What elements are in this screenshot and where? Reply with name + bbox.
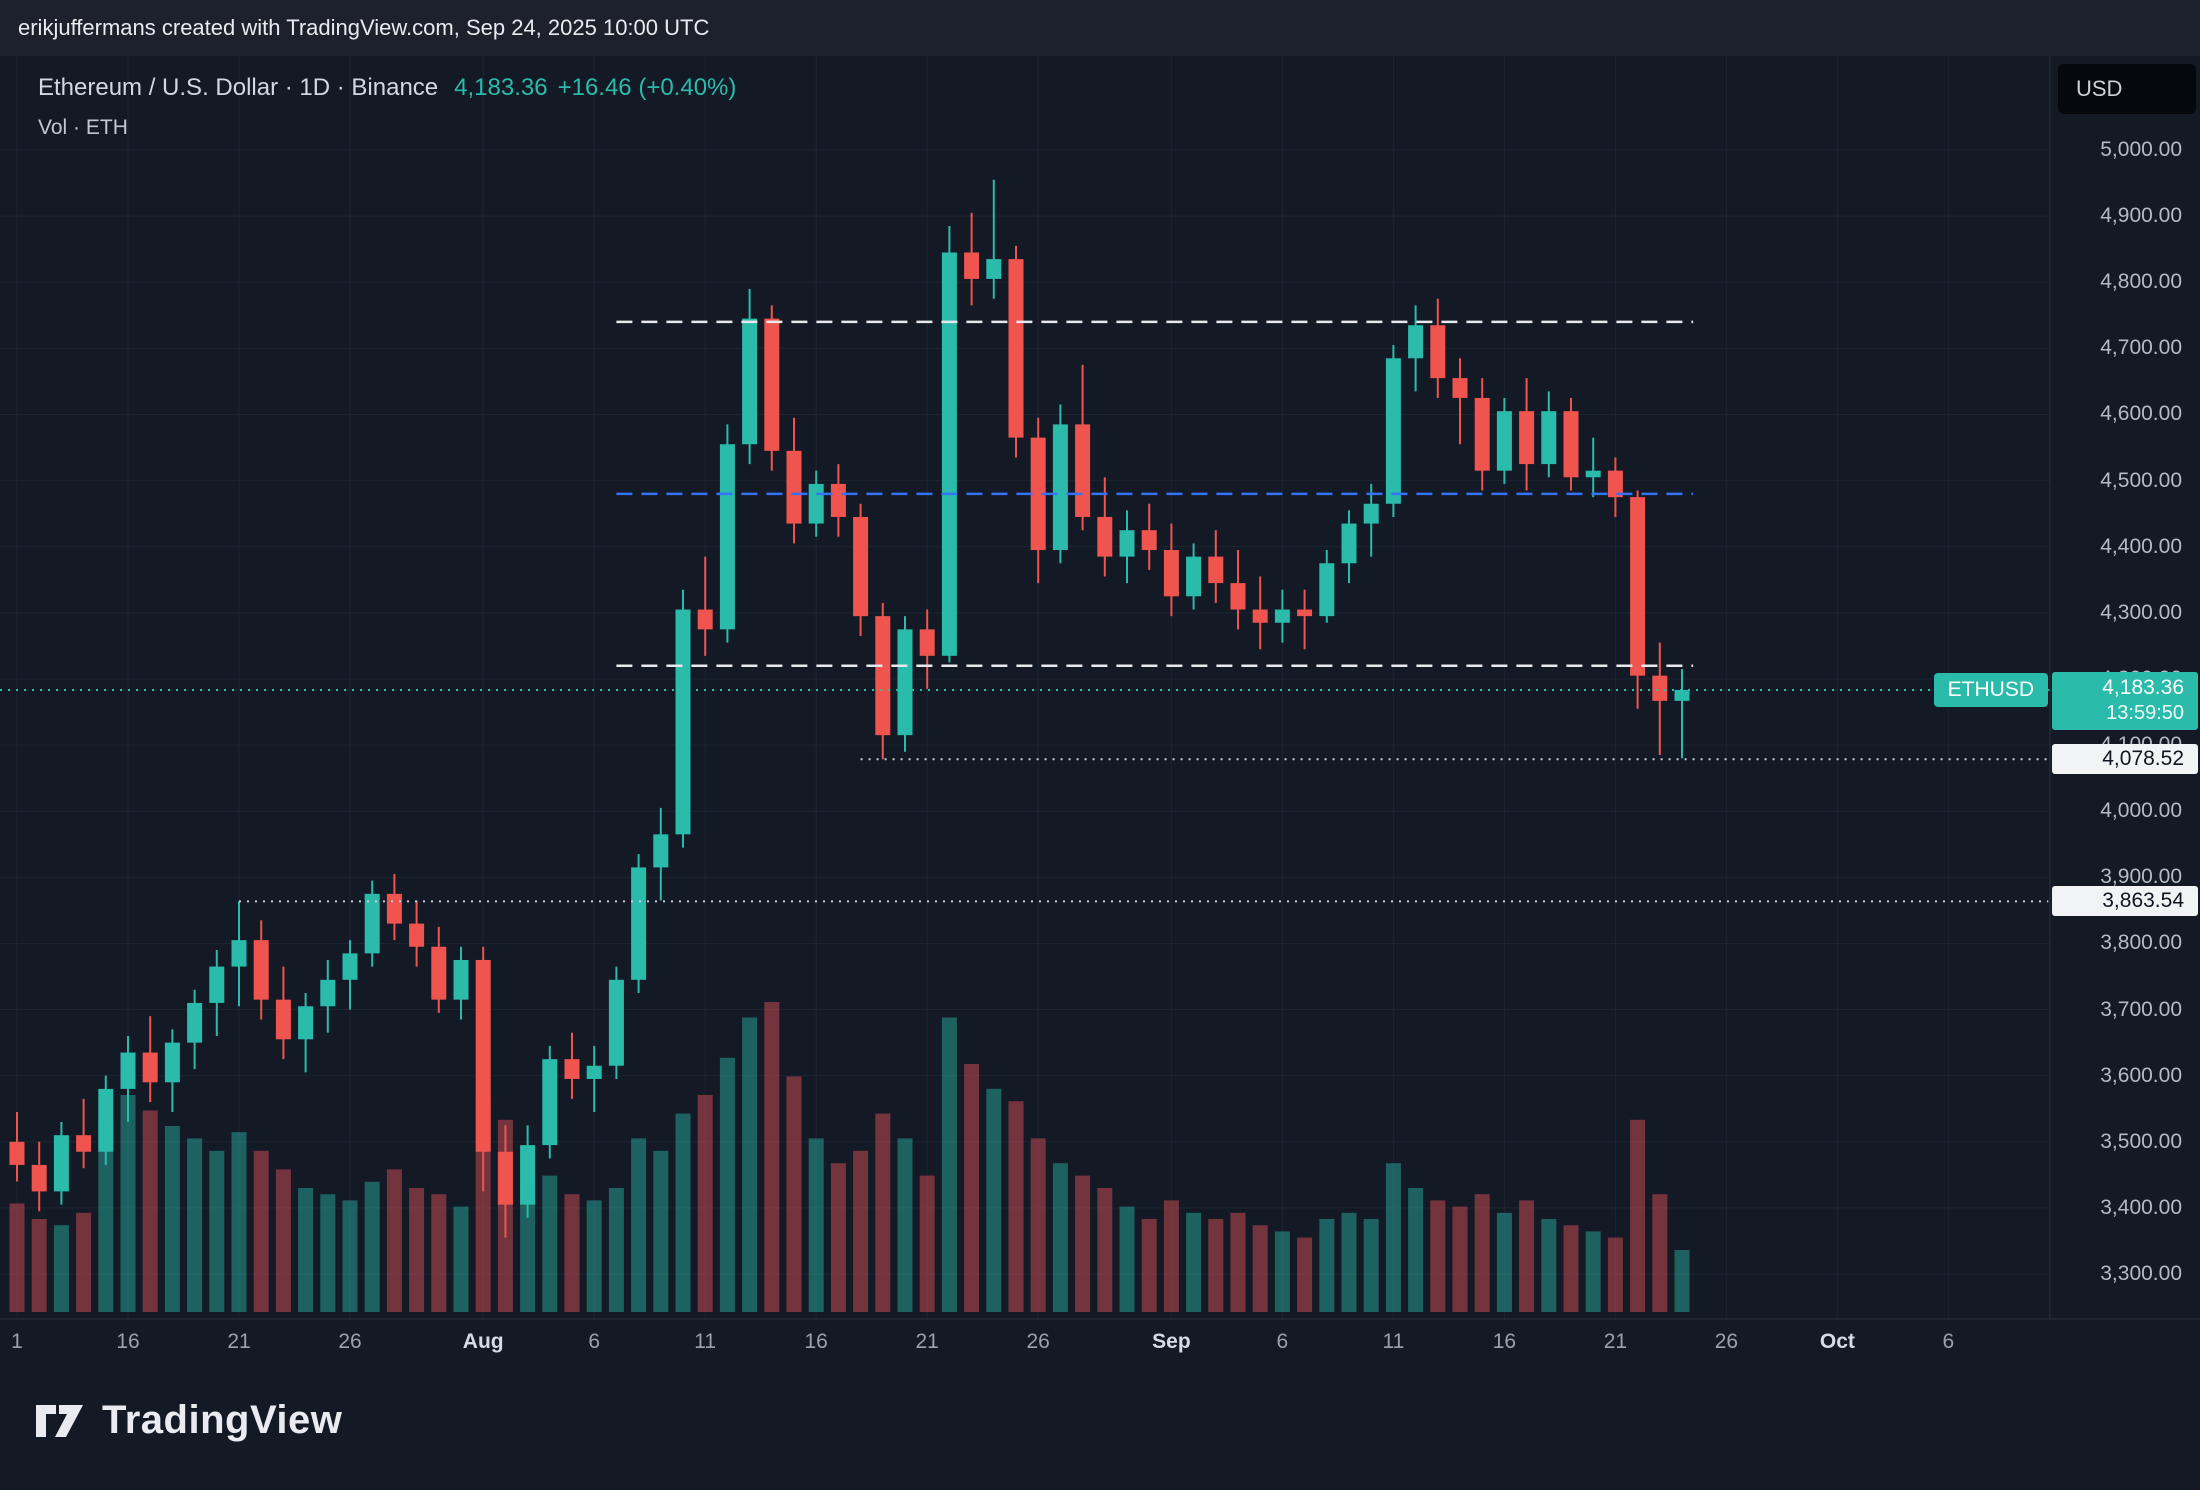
price-tick-label: 4,000.00 (2100, 799, 2182, 823)
price-tick-label: 4,700.00 (2100, 336, 2182, 360)
price-level-badge: 3,863.54 (2052, 886, 2198, 917)
time-tick-label: Sep (1152, 1330, 1191, 1353)
last-price-value: 4,183.36 (2102, 675, 2184, 699)
time-tick-label: 16 (804, 1330, 828, 1353)
price-change-text: +16.46 (+0.40%) (557, 74, 737, 101)
chart-legend: Ethereum / U.S. Dollar · 1D · Binance 4,1… (38, 74, 736, 140)
time-tick-label: 26 (338, 1330, 362, 1353)
time-tick-label: 21 (227, 1330, 251, 1353)
price-tick-label: 4,300.00 (2100, 600, 2182, 624)
volume-indicator-label[interactable]: Vol · ETH (38, 116, 128, 139)
time-tick-label: 6 (1276, 1330, 1289, 1353)
time-tick-label: 26 (1026, 1330, 1050, 1353)
price-tick-label: 4,800.00 (2100, 270, 2182, 294)
tradingview-logo[interactable]: TradingView (34, 1398, 342, 1443)
currency-button[interactable]: USD (2058, 64, 2196, 114)
time-tick-label: Aug (462, 1330, 504, 1353)
attribution-bar: erikjuffermans created with TradingView.… (0, 0, 2200, 56)
time-tick-label: 6 (1942, 1330, 1955, 1353)
time-tick-label: 1 (11, 1330, 23, 1353)
time-tick-label: 11 (1382, 1330, 1405, 1353)
price-tick-label: 4,900.00 (2100, 204, 2182, 228)
price-tick-label: 3,500.00 (2100, 1129, 2182, 1153)
time-tick-label: 21 (1603, 1330, 1628, 1353)
tradingview-logo-icon (34, 1401, 86, 1441)
time-tick-label: 21 (915, 1330, 939, 1353)
time-tick-label: Oct (1819, 1330, 1855, 1353)
price-axis[interactable]: 5,000.00 4,900.00 4,800.00 4,700.00 4,600.00… (2050, 0, 2200, 1490)
time-axis[interactable]: 1 16 21 26 Aug 6 11 16 21 26 Sep 6 11 16 21 26 Oct 6 (0, 1322, 2200, 1366)
time-tick-label: 11 (694, 1330, 717, 1353)
attribution-text: erikjuffermans created with TradingView.… (18, 15, 710, 40)
price-tick-label: 4,600.00 (2100, 402, 2182, 426)
last-price-badge: 4,183.36 13:59:50 (2052, 671, 2198, 730)
price-tick-label: 3,700.00 (2100, 997, 2182, 1021)
symbol-title[interactable]: Ethereum / U.S. Dollar · 1D · Binance (38, 74, 439, 101)
time-tick-label: 6 (588, 1330, 601, 1353)
tradingview-logo-text: TradingView (102, 1398, 343, 1442)
bar-close-countdown: 13:59:50 (2106, 701, 2184, 724)
time-tick-label: 16 (116, 1330, 140, 1353)
price-tick-label: 3,800.00 (2100, 931, 2182, 955)
price-level-badge: 4,078.52 (2052, 744, 2198, 775)
price-tick-label: 3,300.00 (2100, 1262, 2182, 1286)
price-tick-label: 5,000.00 (2100, 138, 2182, 161)
time-tick-label: 26 (1714, 1330, 1739, 1353)
price-tick-label: 3,400.00 (2100, 1195, 2182, 1219)
symbol-price-flag: ETHUSD (1933, 672, 2048, 707)
chart-canvas[interactable] (0, 56, 2050, 1319)
price-tick-label: 3,900.00 (2100, 865, 2182, 889)
time-tick-label: 16 (1492, 1330, 1517, 1353)
price-tick-label: 3,600.00 (2100, 1063, 2182, 1087)
price-tick-label: 4,400.00 (2100, 534, 2182, 558)
price-tick-label: 4,500.00 (2100, 468, 2182, 492)
last-price-text: 4,183.36 (454, 74, 548, 101)
